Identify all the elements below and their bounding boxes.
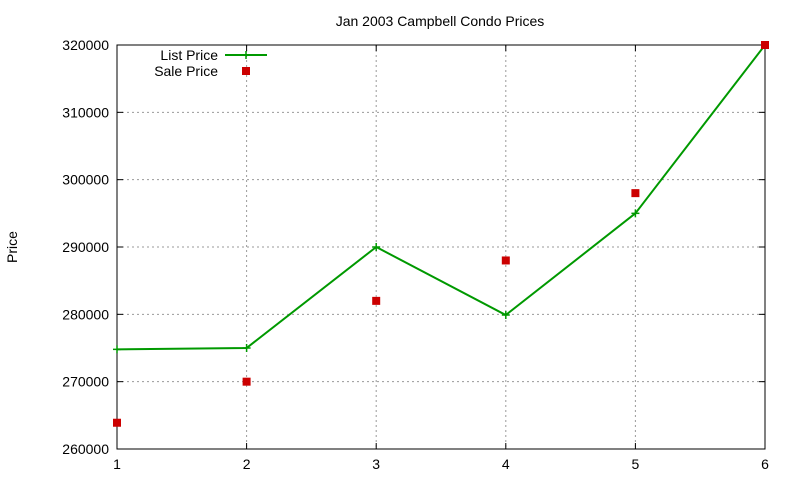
y-tick-label: 280000 (62, 306, 109, 322)
sale-price-point (113, 418, 121, 427)
legend-swatch-cross (242, 51, 250, 59)
y-axis-label: Price (4, 231, 20, 263)
legend-item-list-price: List Price (160, 47, 267, 63)
list-price-line (116, 44, 766, 351)
y-tick-label: 310000 (62, 104, 109, 120)
grid-lines (117, 45, 765, 449)
y-tick-label: 320000 (62, 37, 109, 53)
x-tick-label: 5 (632, 456, 640, 472)
list-price-point (501, 311, 510, 320)
list-price-point (113, 345, 121, 354)
y-tick-label: 290000 (62, 239, 109, 255)
x-tick-label: 2 (243, 456, 251, 472)
legend-label: Sale Price (154, 63, 218, 79)
sale-price-point (242, 377, 251, 386)
legend-label: List Price (160, 47, 218, 63)
legend-item-sale-price: Sale Price (154, 63, 250, 79)
sale-price-point (761, 41, 769, 49)
list-price-point (631, 209, 640, 218)
y-tick-label: 260000 (62, 441, 109, 457)
series-layer (113, 41, 769, 427)
x-tick-label: 4 (502, 456, 510, 472)
sale-price-point (372, 296, 381, 305)
y-tick-label: 270000 (62, 374, 109, 390)
x-tick-label: 3 (372, 456, 380, 472)
list-price-point (242, 344, 251, 352)
axis-ticks: 1 2 3 4 5 6 260000 270000 280000 290000 300000 3100… (62, 37, 769, 472)
sale-price-point (631, 189, 640, 198)
chart-title: Jan 2003 Campbell Condo Prices (336, 13, 545, 29)
x-tick-label: 1 (113, 456, 121, 472)
sale-price-point (501, 256, 510, 265)
y-tick-label: 300000 (62, 172, 109, 188)
series-list-price (113, 41, 769, 354)
x-tick-label: 6 (761, 456, 769, 472)
legend-swatch-square (242, 67, 250, 75)
list-price-point (372, 243, 381, 251)
series-sale-price (113, 41, 769, 427)
